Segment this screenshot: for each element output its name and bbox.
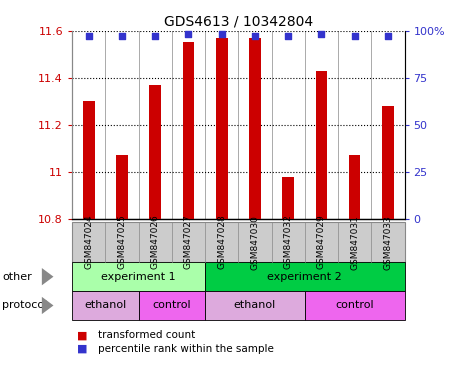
Text: experiment 2: experiment 2: [267, 271, 342, 282]
Point: [185, 31, 192, 38]
Text: GSM847026: GSM847026: [151, 215, 159, 270]
Text: percentile rank within the sample: percentile rank within the sample: [98, 344, 273, 354]
Point: [118, 33, 126, 40]
Text: ■: ■: [77, 344, 87, 354]
Bar: [382, 106, 394, 219]
Text: GSM847025: GSM847025: [118, 215, 126, 270]
Bar: [149, 85, 161, 219]
Text: GSM847024: GSM847024: [84, 215, 93, 270]
Point: [285, 33, 292, 40]
Text: experiment 1: experiment 1: [101, 271, 176, 282]
Text: GSM847027: GSM847027: [184, 215, 193, 270]
Bar: [183, 43, 194, 219]
Point: [218, 31, 226, 38]
Bar: [282, 177, 294, 219]
Bar: [249, 38, 261, 219]
Bar: [216, 38, 227, 219]
Point: [251, 33, 259, 40]
Text: GSM847033: GSM847033: [384, 215, 392, 270]
Point: [152, 33, 159, 40]
Title: GDS4613 / 10342804: GDS4613 / 10342804: [164, 14, 313, 28]
Text: GSM847029: GSM847029: [317, 215, 326, 270]
Text: GSM847032: GSM847032: [284, 215, 292, 270]
Bar: [316, 71, 327, 219]
Text: transformed count: transformed count: [98, 330, 195, 340]
Text: GSM847031: GSM847031: [350, 215, 359, 270]
Text: protocol: protocol: [2, 300, 47, 311]
Point: [351, 33, 359, 40]
Text: ■: ■: [77, 330, 87, 340]
Text: control: control: [335, 300, 374, 311]
Text: other: other: [2, 271, 32, 282]
Text: ethanol: ethanol: [84, 300, 126, 311]
Bar: [83, 101, 94, 219]
Point: [384, 33, 392, 40]
Point: [85, 33, 93, 40]
Text: GSM847028: GSM847028: [217, 215, 226, 270]
Text: GSM847030: GSM847030: [251, 215, 259, 270]
Text: ethanol: ethanol: [234, 300, 276, 311]
Text: control: control: [153, 300, 191, 311]
Bar: [116, 156, 128, 219]
Bar: [349, 156, 360, 219]
Point: [318, 31, 325, 38]
